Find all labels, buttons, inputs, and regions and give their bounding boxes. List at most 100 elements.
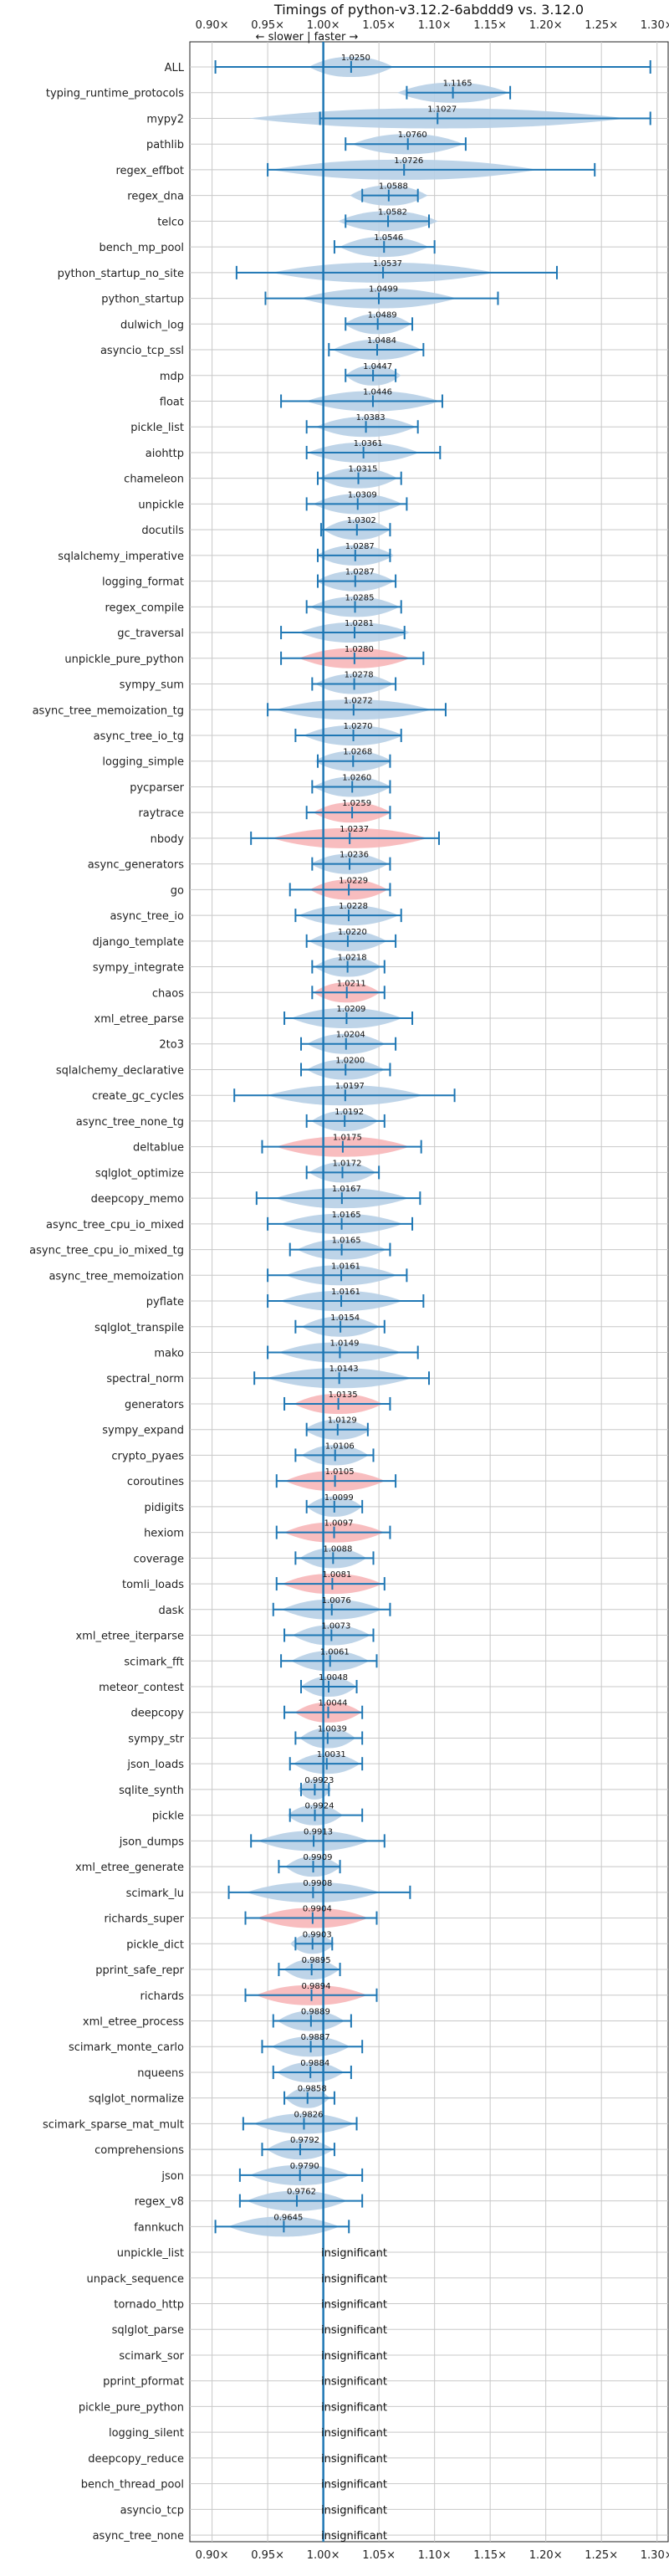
- benchmark-label: pprint_pformat: [103, 2376, 184, 2389]
- x-tick-label-bottom: 1.05×: [362, 2549, 396, 2562]
- mean-value-label: 0.9894: [302, 1982, 331, 1991]
- benchmark-label: mdp: [160, 371, 184, 383]
- benchmark-label: crypto_pyaes: [111, 1450, 184, 1462]
- mean-value-label: 0.9826: [294, 2110, 323, 2119]
- x-tick-label-bottom: 1.10×: [418, 2549, 452, 2562]
- mean-value-label: 1.0175: [333, 1134, 362, 1143]
- mean-value-label: 1.0383: [356, 413, 386, 423]
- mean-value-label: 1.0105: [325, 1467, 355, 1477]
- benchmark-label: comprehensions: [94, 2144, 184, 2157]
- benchmark-label: coroutines: [127, 1476, 184, 1488]
- insignificant-label: insignificant: [321, 2273, 387, 2286]
- x-tick-label-top: 1.00×: [307, 19, 340, 32]
- mean-value-label: 1.0484: [367, 336, 396, 346]
- benchmark-label: dulwich_log: [120, 319, 184, 331]
- benchmark-label: regex_effbot: [115, 165, 184, 177]
- direction-label: ← slower | faster →: [256, 31, 359, 44]
- benchmark-label: deepcopy: [130, 1708, 184, 1720]
- mean-value-label: 1.0048: [319, 1673, 348, 1682]
- mean-value-label: 1.0228: [339, 902, 368, 911]
- mean-value-label: 0.9790: [290, 2162, 319, 2171]
- benchmark-label: async_generators: [88, 859, 185, 872]
- benchmark-label: pidigits: [145, 1502, 185, 1514]
- benchmark-label: async_tree_none: [93, 2530, 184, 2543]
- benchmark-label: chameleon: [124, 474, 184, 486]
- mean-value-label: 1.0588: [379, 182, 408, 192]
- benchmark-label: scimark_monte_carlo: [69, 2041, 184, 2054]
- mean-value-label: 1.0044: [318, 1699, 347, 1708]
- mean-value-label: 1.0278: [345, 671, 374, 680]
- benchmark-label: telco: [157, 216, 184, 228]
- mean-value-label: 1.0309: [348, 490, 377, 499]
- benchmark-label: sympy_integrate: [93, 962, 184, 975]
- benchmark-label: typing_runtime_protocols: [46, 88, 184, 100]
- benchmark-label: unpickle: [138, 499, 184, 511]
- benchmark-label: pyflate: [146, 1296, 184, 1308]
- mean-value-label: 0.9889: [301, 2007, 330, 2016]
- x-tick-label-bottom: 0.95×: [251, 2549, 284, 2562]
- mean-value-label: 1.0302: [347, 516, 376, 525]
- mean-value-label: 1.0446: [363, 387, 392, 397]
- mean-value-label: 1.0760: [398, 131, 427, 140]
- benchmark-label: xml_etree_generate: [75, 1862, 184, 1874]
- benchmark-label: pickle: [152, 1810, 184, 1823]
- benchmark-label: chaos: [152, 987, 184, 1000]
- benchmark-label: mako: [154, 1348, 184, 1360]
- benchmark-label: scimark_fft: [124, 1656, 184, 1668]
- benchmark-label: regex_dna: [127, 191, 184, 203]
- x-tick-label-bottom: 1.25×: [585, 2549, 618, 2562]
- benchmark-label: logging_format: [102, 576, 184, 589]
- x-tick-label-top: 1.20×: [529, 19, 563, 32]
- benchmark-label: logging_silent: [109, 2427, 184, 2440]
- benchmark-label: async_tree_memoization_tg: [33, 704, 184, 717]
- benchmark-label: 2to3: [159, 1039, 184, 1052]
- plot-frame: [189, 41, 669, 2543]
- benchmark-label: pickle_pure_python: [79, 2401, 184, 2414]
- mean-value-label: 0.9645: [273, 2213, 303, 2222]
- benchmark-label: async_tree_io_tg: [94, 730, 184, 743]
- mean-value-label: 1.0260: [342, 773, 371, 782]
- benchmark-label: django_template: [93, 936, 184, 949]
- mean-value-label: 1.0081: [322, 1570, 351, 1580]
- benchmark-label: deepcopy_memo: [91, 1193, 184, 1206]
- mean-value-label: 1.0135: [329, 1390, 358, 1400]
- mean-value-label: 0.9858: [298, 2085, 327, 2094]
- benchmark-label: sympy_expand: [102, 1425, 184, 1437]
- mean-value-label: 1.0268: [343, 748, 372, 757]
- mean-value-label: 0.9903: [303, 1930, 332, 1939]
- mean-value-label: 1.0106: [325, 1442, 355, 1451]
- mean-value-label: 1.0285: [345, 593, 375, 602]
- mean-value-label: 1.0154: [330, 1314, 360, 1323]
- benchmark-label: async_tree_cpu_io_mixed_tg: [29, 1245, 184, 1257]
- benchmark-label: asyncio_tcp_ssl: [100, 345, 184, 357]
- mean-value-label: 1.0287: [345, 568, 375, 577]
- benchmark-label: float: [160, 396, 184, 408]
- mean-value-label: 0.9923: [304, 1776, 334, 1785]
- mean-value-label: 1.0250: [341, 54, 370, 63]
- benchmark-label: async_tree_io: [110, 910, 184, 923]
- x-tick-label-top: 1.15×: [473, 19, 507, 32]
- mean-value-label: 0.9895: [302, 1956, 331, 1965]
- benchmark-label: xml_etree_process: [83, 2015, 184, 2028]
- mean-value-label: 1.0220: [338, 928, 367, 937]
- insignificant-label: insignificant: [321, 2504, 387, 2517]
- benchmark-label: sympy_sum: [120, 679, 184, 692]
- benchmark-label: pickle_list: [130, 422, 184, 434]
- benchmark-label: generators: [125, 1399, 184, 1411]
- benchmark-label: xml_etree_iterparse: [75, 1631, 184, 1643]
- mean-value-label: 1.0129: [328, 1416, 357, 1426]
- x-tick-label-bottom: 1.00×: [307, 2549, 340, 2562]
- benchmark-label: nqueens: [137, 2067, 184, 2080]
- benchmark-label: json: [161, 2170, 184, 2183]
- mean-value-label: 1.0161: [331, 1288, 360, 1297]
- benchmark-label: gc_traversal: [117, 627, 184, 640]
- benchmark-label: nbody: [151, 833, 185, 846]
- benchmark-label: xml_etree_parse: [94, 1013, 184, 1026]
- benchmark-label: tornado_http: [114, 2299, 184, 2312]
- benchmark-label: ALL: [165, 62, 185, 74]
- insignificant-label: insignificant: [321, 2299, 387, 2312]
- benchmark-label: deltablue: [133, 1142, 184, 1155]
- benchmark-label: regex_compile: [105, 602, 184, 614]
- benchmark-label: pathlib: [146, 139, 184, 151]
